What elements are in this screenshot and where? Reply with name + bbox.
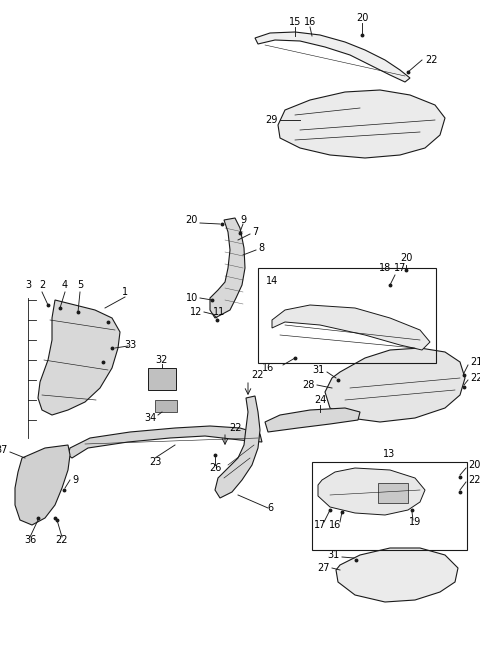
Polygon shape bbox=[255, 32, 410, 82]
Polygon shape bbox=[272, 305, 430, 350]
Text: 27: 27 bbox=[317, 563, 330, 573]
Text: 9: 9 bbox=[240, 215, 246, 225]
Polygon shape bbox=[278, 90, 445, 158]
Text: 20: 20 bbox=[356, 13, 368, 23]
Text: 7: 7 bbox=[252, 227, 258, 237]
Text: 21: 21 bbox=[470, 357, 480, 367]
Polygon shape bbox=[318, 468, 425, 515]
Text: 22: 22 bbox=[252, 370, 264, 380]
Polygon shape bbox=[210, 218, 245, 318]
Polygon shape bbox=[38, 300, 120, 415]
Text: 11: 11 bbox=[213, 307, 225, 317]
Text: 5: 5 bbox=[77, 280, 83, 290]
Text: 20: 20 bbox=[186, 215, 198, 225]
Text: 32: 32 bbox=[156, 355, 168, 365]
Polygon shape bbox=[15, 445, 70, 525]
Text: 15: 15 bbox=[289, 17, 301, 27]
Text: 16: 16 bbox=[329, 520, 341, 530]
Text: 16: 16 bbox=[304, 17, 316, 27]
Text: 33: 33 bbox=[124, 340, 136, 350]
Text: 19: 19 bbox=[409, 517, 421, 527]
Text: 3: 3 bbox=[25, 280, 31, 290]
Text: 22: 22 bbox=[56, 535, 68, 545]
Text: 10: 10 bbox=[186, 293, 198, 303]
Text: 2: 2 bbox=[39, 280, 45, 290]
Text: 18: 18 bbox=[379, 263, 391, 273]
Text: 31: 31 bbox=[313, 365, 325, 375]
Text: 28: 28 bbox=[302, 380, 315, 390]
Polygon shape bbox=[336, 548, 458, 602]
Text: 12: 12 bbox=[190, 307, 202, 317]
Bar bbox=[312, 462, 467, 550]
Polygon shape bbox=[68, 426, 262, 458]
Text: 8: 8 bbox=[258, 243, 264, 253]
Text: 16: 16 bbox=[262, 363, 274, 373]
Polygon shape bbox=[325, 348, 465, 422]
Polygon shape bbox=[265, 408, 360, 432]
Text: 13: 13 bbox=[383, 449, 395, 459]
Text: 9: 9 bbox=[72, 475, 78, 485]
Text: 26: 26 bbox=[209, 463, 221, 473]
Text: 22: 22 bbox=[468, 475, 480, 485]
Text: 20: 20 bbox=[400, 253, 412, 263]
Text: 36: 36 bbox=[24, 535, 36, 545]
Text: 22: 22 bbox=[229, 423, 241, 433]
Text: 22: 22 bbox=[426, 55, 438, 65]
Text: 14: 14 bbox=[266, 276, 278, 286]
Text: 17: 17 bbox=[394, 263, 406, 273]
Text: 6: 6 bbox=[267, 503, 273, 513]
Text: 4: 4 bbox=[62, 280, 68, 290]
Text: 23: 23 bbox=[149, 457, 161, 467]
Bar bbox=[378, 483, 408, 503]
Text: 22: 22 bbox=[470, 373, 480, 383]
Bar bbox=[258, 268, 436, 363]
Bar bbox=[148, 368, 176, 390]
Text: 1: 1 bbox=[122, 287, 128, 297]
Text: 31: 31 bbox=[328, 550, 340, 560]
Bar bbox=[155, 400, 177, 412]
Text: 20: 20 bbox=[468, 460, 480, 470]
Text: 37: 37 bbox=[0, 445, 8, 455]
Text: 29: 29 bbox=[265, 115, 278, 125]
Polygon shape bbox=[215, 396, 260, 498]
Text: 24: 24 bbox=[314, 395, 326, 405]
Text: 17: 17 bbox=[314, 520, 326, 530]
Text: 34: 34 bbox=[144, 413, 156, 423]
